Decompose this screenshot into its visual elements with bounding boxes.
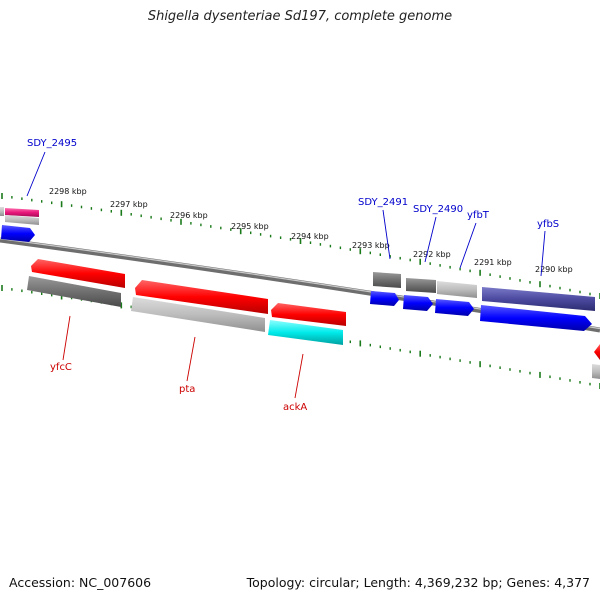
- gene-feature-purple[interactable]: [482, 287, 595, 311]
- gene-labels-top: SDY_2495 SDY_2491 SDY_2490 yfbT yfbS: [27, 138, 559, 230]
- leader-sdy-2490: [424, 216, 437, 263]
- gene-feature-blue[interactable]: [480, 305, 592, 331]
- gene-label-sdy-2490[interactable]: SDY_2490: [413, 204, 463, 215]
- gene-feature-lightgray[interactable]: [437, 281, 477, 298]
- tick-label: 2293 kbp: [352, 241, 390, 250]
- gene-feature-gray[interactable]: [27, 276, 121, 307]
- map-title: Shigella dysenteriae Sd197, complete gen…: [147, 9, 453, 24]
- gene-label-sdy-2491[interactable]: SDY_2491: [358, 197, 408, 208]
- gene-label-yfbs[interactable]: yfbS: [537, 219, 559, 230]
- tick-labels: 2298 kbp 2297 kbp 2296 kbp 2295 kbp 2294…: [49, 187, 573, 274]
- gene-label-sdy-2495[interactable]: SDY_2495: [27, 138, 77, 149]
- leader-pta: [186, 336, 196, 382]
- gene-feature-gray[interactable]: [373, 272, 401, 288]
- gene-feature-lightgray[interactable]: [131, 297, 265, 332]
- gene-feature-red[interactable]: [135, 280, 268, 314]
- gene-feature-pink[interactable]: [5, 208, 39, 217]
- gene-feature-blue[interactable]: [435, 299, 474, 316]
- gene-feature-lightgray-edge[interactable]: [0, 207, 4, 216]
- label-leaders: [26, 151, 546, 399]
- gene-feature-red[interactable]: [271, 303, 346, 326]
- tick-label: 2290 kbp: [535, 265, 573, 274]
- gene-labels-bottom: yfcC pta ackA: [50, 362, 307, 413]
- genome-summary-text: Topology: circular; Length: 4,369,232 bp…: [246, 575, 590, 590]
- gene-feature-blue[interactable]: [403, 295, 433, 311]
- leader-yfbt: [459, 222, 477, 269]
- accession-text: Accession: NC_007606: [9, 575, 152, 590]
- tick-track-top: [1, 193, 600, 299]
- gene-label-yfcc[interactable]: yfcC: [50, 362, 72, 373]
- tick-label: 2294 kbp: [291, 232, 329, 241]
- leader-acka: [294, 353, 304, 399]
- gene-feature-lightgray[interactable]: [5, 215, 39, 225]
- leader-yfcc: [62, 315, 71, 361]
- gene-label-acka[interactable]: ackA: [283, 402, 307, 413]
- lower-strand-features: [27, 259, 600, 379]
- gene-feature-lightgray[interactable]: [592, 364, 600, 379]
- gene-feature-red[interactable]: [594, 344, 600, 360]
- gene-feature-red[interactable]: [31, 259, 125, 288]
- tick-label: 2298 kbp: [49, 187, 87, 196]
- leader-sdy-2491: [382, 209, 391, 260]
- gene-feature-cyan[interactable]: [268, 320, 343, 345]
- tick-label: 2291 kbp: [474, 258, 512, 267]
- gene-label-pta[interactable]: pta: [179, 384, 195, 395]
- leader-yfbs: [540, 230, 546, 277]
- leader-sdy-2495: [26, 151, 46, 197]
- tick-label: 2297 kbp: [110, 200, 148, 209]
- tick-label: 2292 kbp: [413, 250, 451, 259]
- upper-strand-features: [0, 207, 595, 331]
- gene-feature-blue[interactable]: [370, 291, 399, 306]
- gene-feature-gray[interactable]: [406, 278, 436, 293]
- gene-feature-blue[interactable]: [1, 225, 35, 242]
- tick-label: 2295 kbp: [231, 222, 269, 231]
- gene-label-yfbt[interactable]: yfbT: [467, 210, 490, 221]
- tick-label: 2296 kbp: [170, 211, 208, 220]
